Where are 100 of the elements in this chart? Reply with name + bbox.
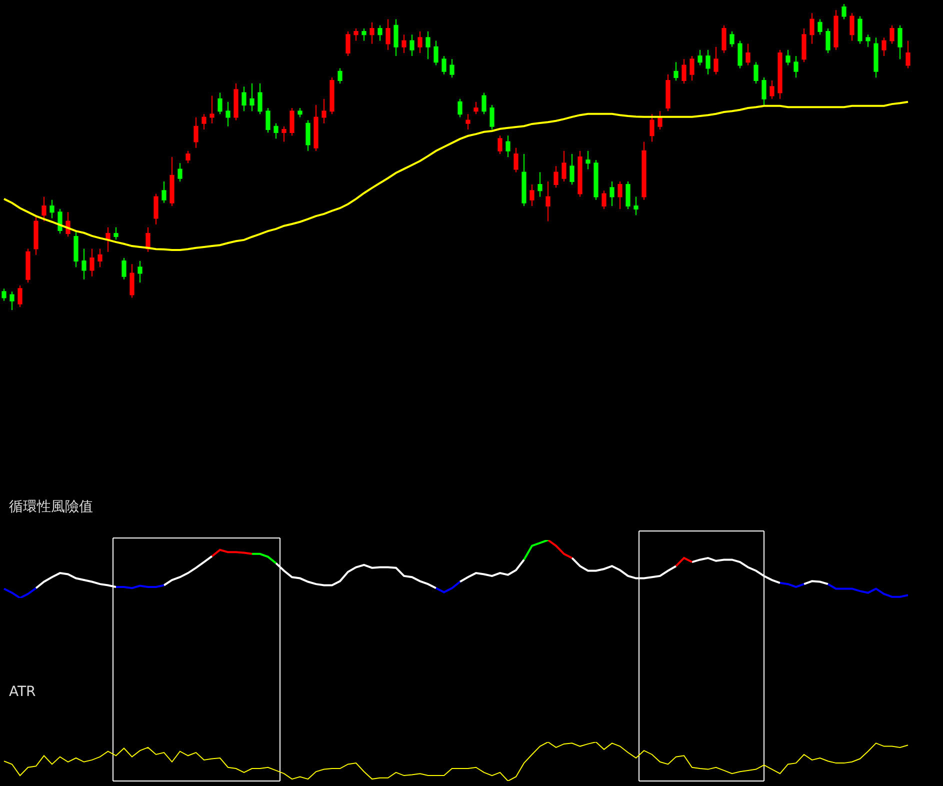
candlestick bbox=[650, 114, 654, 142]
candlestick bbox=[674, 62, 678, 81]
candlestick bbox=[370, 22, 374, 44]
candlestick bbox=[106, 226, 110, 252]
candlestick bbox=[2, 288, 6, 302]
candlestick bbox=[130, 264, 134, 298]
candlestick bbox=[202, 114, 206, 130]
candlestick bbox=[186, 150, 190, 164]
candlestick bbox=[498, 135, 502, 154]
candlestick bbox=[794, 56, 798, 78]
candlestick bbox=[298, 108, 302, 118]
candlestick bbox=[170, 156, 174, 206]
candlestick bbox=[458, 98, 462, 118]
candlestick bbox=[634, 196, 638, 216]
candlestick bbox=[730, 31, 734, 48]
candlestick bbox=[338, 68, 342, 84]
candlestick bbox=[378, 24, 382, 42]
candlestick bbox=[226, 101, 230, 127]
candlestick bbox=[690, 56, 694, 81]
candlestick bbox=[242, 86, 246, 112]
candlestick bbox=[474, 101, 478, 115]
candlestick bbox=[258, 83, 262, 115]
candlestick bbox=[610, 180, 614, 206]
candlestick bbox=[658, 110, 662, 130]
candlestick bbox=[162, 180, 166, 204]
candlestick bbox=[578, 150, 582, 198]
candlestick bbox=[546, 180, 550, 222]
candlestick bbox=[418, 31, 422, 54]
candlestick bbox=[522, 153, 526, 206]
candlestick bbox=[826, 28, 830, 54]
candlestick bbox=[890, 24, 894, 44]
candlestick bbox=[154, 193, 158, 225]
candlestick bbox=[482, 92, 486, 115]
candlestick bbox=[898, 24, 902, 60]
candlestick bbox=[514, 147, 518, 173]
candlestick bbox=[618, 180, 622, 210]
candlestick bbox=[602, 190, 606, 210]
candlestick bbox=[122, 257, 126, 280]
candlestick bbox=[402, 34, 406, 54]
candlestick bbox=[642, 141, 646, 200]
candlestick bbox=[330, 76, 334, 115]
candlestick bbox=[538, 172, 542, 198]
candlestick bbox=[810, 12, 814, 44]
chart-title: 循環性風險值 bbox=[9, 499, 93, 515]
candlestick bbox=[762, 76, 766, 106]
candlestick bbox=[626, 180, 630, 210]
candlestick bbox=[818, 18, 822, 36]
candlestick bbox=[90, 248, 94, 277]
candlestick bbox=[218, 92, 222, 115]
candlestick bbox=[698, 49, 702, 66]
candlestick bbox=[882, 37, 886, 57]
candlestick bbox=[274, 122, 278, 140]
candlestick bbox=[34, 214, 38, 256]
candlestick bbox=[770, 80, 774, 100]
candlestick bbox=[802, 28, 806, 63]
candlestick bbox=[442, 56, 446, 75]
candlestick bbox=[778, 49, 782, 100]
candlestick bbox=[50, 199, 54, 219]
candlestick bbox=[250, 83, 254, 112]
candlestick bbox=[714, 46, 718, 75]
candlestick bbox=[426, 31, 430, 60]
candlestick bbox=[10, 291, 14, 310]
candlestick bbox=[506, 135, 510, 158]
candlestick bbox=[834, 10, 838, 50]
candlestick bbox=[706, 49, 710, 75]
candlestick bbox=[586, 150, 590, 170]
candlestick bbox=[234, 83, 238, 121]
candlestick bbox=[594, 160, 598, 200]
candlestick bbox=[850, 12, 854, 42]
candlestick bbox=[306, 120, 310, 152]
candlestick bbox=[722, 24, 726, 54]
candlestick bbox=[26, 248, 30, 283]
candlestick bbox=[354, 28, 358, 42]
candlestick bbox=[194, 116, 198, 148]
candlestick bbox=[266, 108, 270, 134]
candlestick bbox=[842, 4, 846, 20]
candlestick bbox=[18, 285, 22, 308]
candlestick bbox=[490, 104, 494, 130]
candlestick bbox=[570, 153, 574, 186]
candlestick bbox=[394, 18, 398, 57]
candlestick bbox=[434, 40, 438, 66]
candlestick bbox=[666, 74, 670, 112]
candlestick bbox=[786, 49, 790, 66]
candlestick bbox=[290, 108, 294, 136]
candlestick bbox=[466, 114, 470, 130]
candlestick bbox=[114, 226, 118, 240]
candlestick bbox=[754, 62, 758, 84]
candlestick bbox=[450, 58, 454, 78]
candlestick bbox=[42, 196, 46, 222]
candlestick bbox=[322, 98, 326, 124]
candlestick bbox=[210, 95, 214, 124]
candlestick bbox=[746, 43, 750, 66]
candlestick bbox=[98, 248, 102, 268]
candlestick bbox=[554, 166, 558, 188]
candlestick bbox=[362, 28, 366, 42]
chart-title: ATR bbox=[9, 684, 36, 700]
candlestick bbox=[314, 104, 318, 152]
candlestick bbox=[386, 18, 390, 50]
candlestick bbox=[906, 40, 910, 69]
candlestick bbox=[138, 260, 142, 283]
